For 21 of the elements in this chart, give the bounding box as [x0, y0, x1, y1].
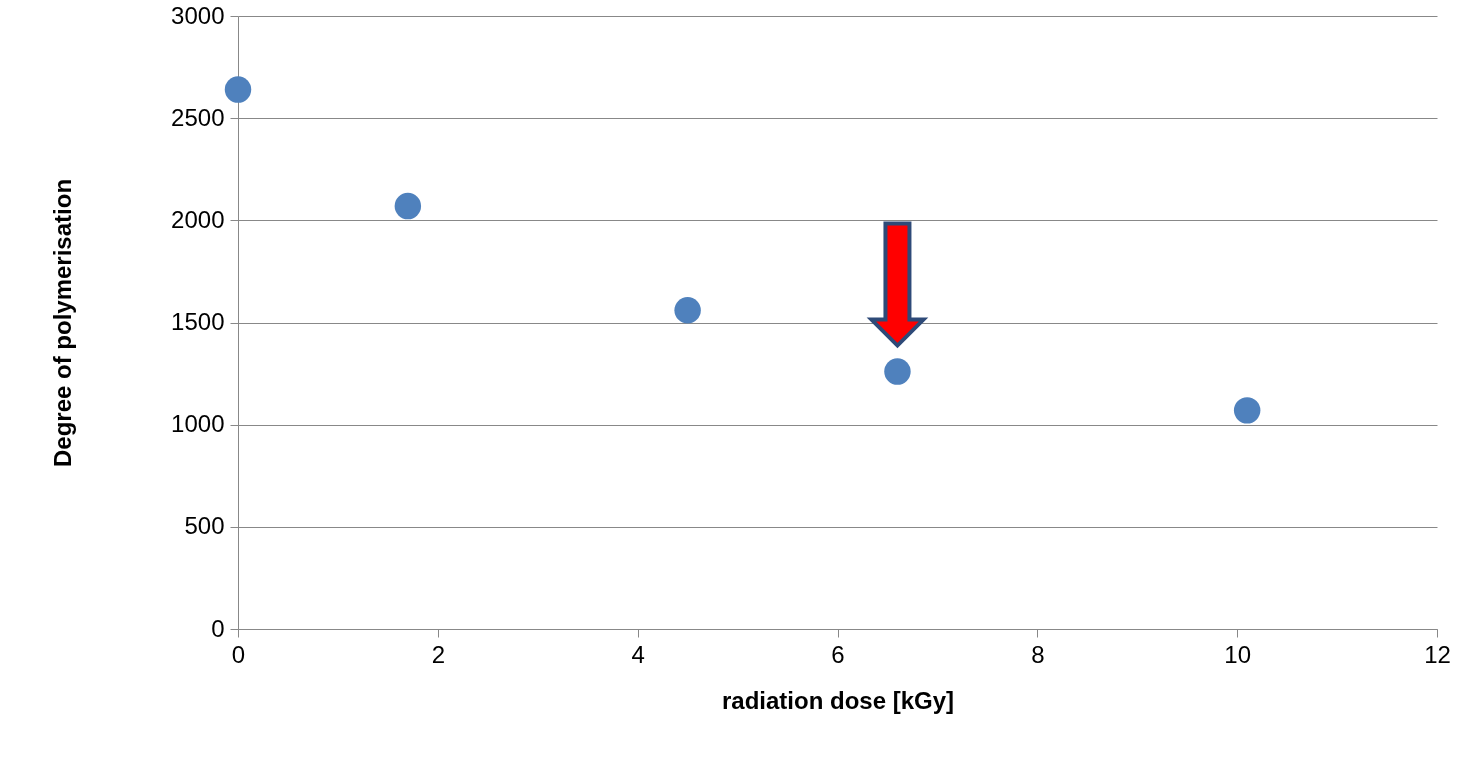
- point: [224, 76, 252, 103]
- x-tick-label: 4: [631, 640, 645, 668]
- y-tick-label: 2000: [171, 205, 225, 233]
- point: [394, 192, 422, 220]
- y-tick-label: 1500: [171, 308, 225, 335]
- x-axis-title: radiation dose [kGy]: [721, 686, 955, 714]
- point: [884, 358, 911, 385]
- x-tick-label: 2: [431, 640, 446, 668]
- y-tick-label: 0: [211, 614, 225, 642]
- y-axis-title: Degree of polymerisation: [49, 178, 77, 468]
- point: [674, 297, 701, 324]
- y-tick-label: 2500: [171, 103, 225, 131]
- x-tick-label: 10: [1224, 640, 1252, 668]
- x-tick-label: 6: [831, 640, 845, 668]
- point: [1233, 397, 1261, 424]
- x-tick-label: 8: [1031, 640, 1045, 668]
- y-tick-label: 3000: [171, 1, 225, 29]
- y-tick-label: 1000: [171, 410, 225, 438]
- x-tick-label: 0: [231, 640, 246, 668]
- x-tick-label: 12: [1424, 640, 1451, 668]
- y-tick-label: 500: [184, 512, 225, 540]
